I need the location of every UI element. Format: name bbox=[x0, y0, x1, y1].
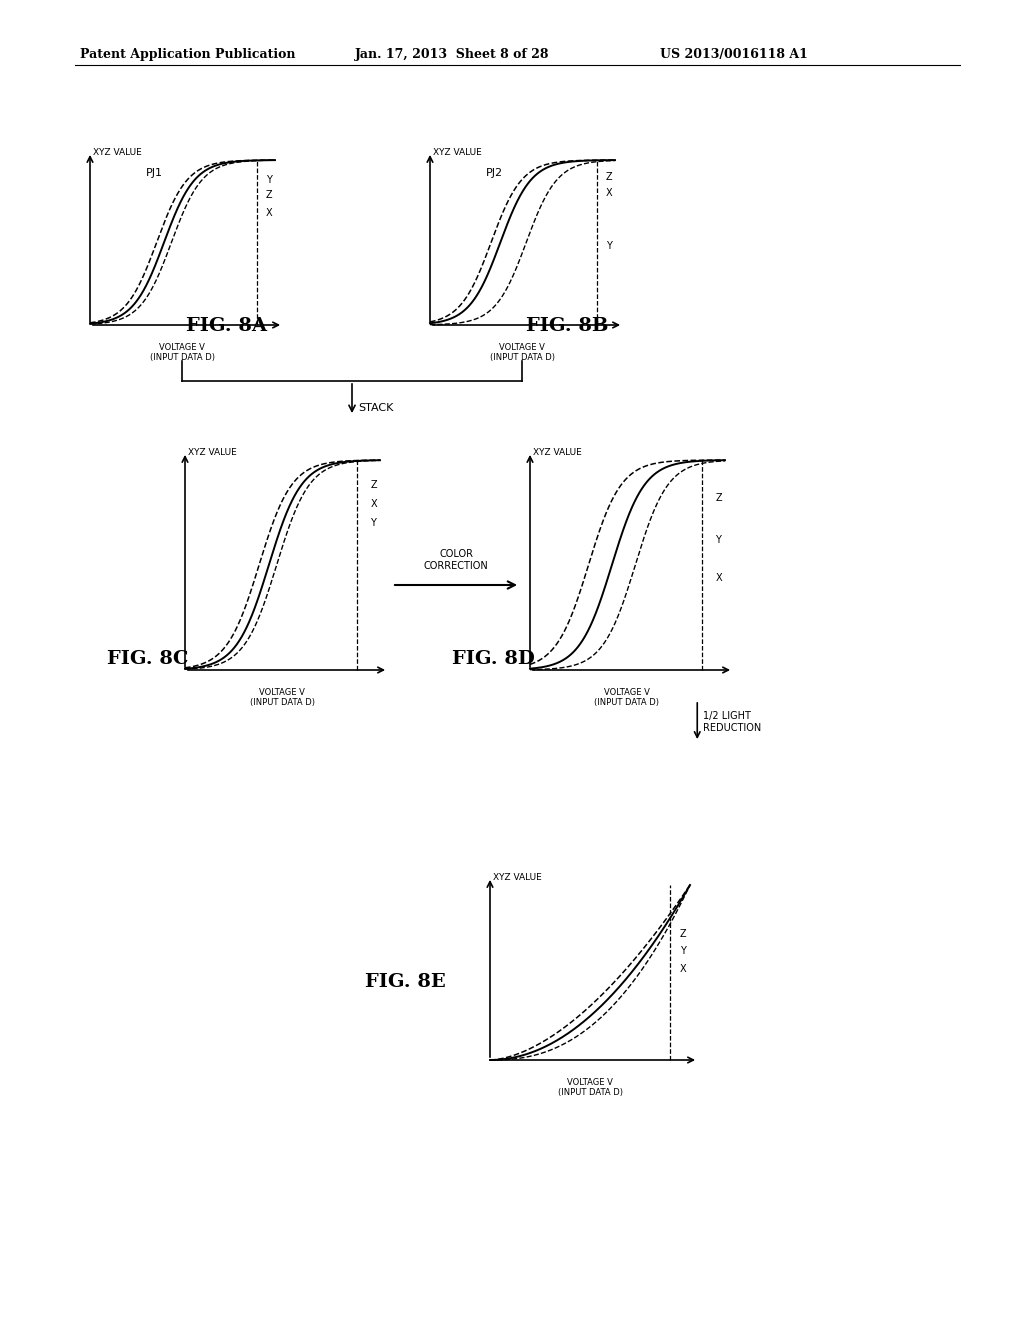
Text: VOLTAGE V
(INPUT DATA D): VOLTAGE V (INPUT DATA D) bbox=[250, 688, 314, 708]
Text: XYZ VALUE: XYZ VALUE bbox=[534, 447, 582, 457]
Text: COLOR
CORRECTION: COLOR CORRECTION bbox=[424, 549, 488, 572]
Text: Z: Z bbox=[266, 190, 272, 199]
Text: VOLTAGE V
(INPUT DATA D): VOLTAGE V (INPUT DATA D) bbox=[557, 1078, 623, 1097]
Text: Z: Z bbox=[680, 929, 687, 939]
Text: Y: Y bbox=[606, 240, 611, 251]
Text: VOLTAGE V
(INPUT DATA D): VOLTAGE V (INPUT DATA D) bbox=[595, 688, 659, 708]
Text: XYZ VALUE: XYZ VALUE bbox=[93, 148, 141, 157]
Text: FIG. 8A: FIG. 8A bbox=[186, 317, 267, 335]
Text: US 2013/0016118 A1: US 2013/0016118 A1 bbox=[660, 48, 808, 61]
Text: X: X bbox=[606, 187, 612, 198]
Text: X: X bbox=[715, 573, 722, 582]
Text: Z: Z bbox=[715, 492, 722, 503]
Text: PJ2: PJ2 bbox=[485, 168, 503, 178]
Text: VOLTAGE V
(INPUT DATA D): VOLTAGE V (INPUT DATA D) bbox=[150, 343, 214, 363]
Text: Z: Z bbox=[606, 172, 612, 181]
Text: STACK: STACK bbox=[358, 403, 393, 413]
Text: X: X bbox=[680, 964, 687, 974]
Text: FIG. 8E: FIG. 8E bbox=[365, 973, 445, 991]
Text: Y: Y bbox=[680, 946, 686, 957]
Text: FIG. 8C: FIG. 8C bbox=[106, 649, 188, 668]
Text: VOLTAGE V
(INPUT DATA D): VOLTAGE V (INPUT DATA D) bbox=[489, 343, 555, 363]
Text: XYZ VALUE: XYZ VALUE bbox=[493, 873, 542, 882]
Text: XYZ VALUE: XYZ VALUE bbox=[188, 447, 237, 457]
Text: X: X bbox=[371, 499, 377, 510]
Text: Patent Application Publication: Patent Application Publication bbox=[80, 48, 296, 61]
Text: FIG. 8B: FIG. 8B bbox=[526, 317, 608, 335]
Text: FIG. 8D: FIG. 8D bbox=[452, 649, 535, 668]
Text: Z: Z bbox=[371, 480, 377, 490]
Text: XYZ VALUE: XYZ VALUE bbox=[433, 148, 481, 157]
Text: Y: Y bbox=[371, 517, 376, 528]
Text: Y: Y bbox=[266, 174, 271, 185]
Text: Y: Y bbox=[715, 535, 721, 545]
Text: PJ1: PJ1 bbox=[145, 168, 163, 178]
Text: Jan. 17, 2013  Sheet 8 of 28: Jan. 17, 2013 Sheet 8 of 28 bbox=[355, 48, 550, 61]
Text: X: X bbox=[266, 207, 272, 218]
Text: 1/2 LIGHT
REDUCTION: 1/2 LIGHT REDUCTION bbox=[703, 710, 762, 733]
